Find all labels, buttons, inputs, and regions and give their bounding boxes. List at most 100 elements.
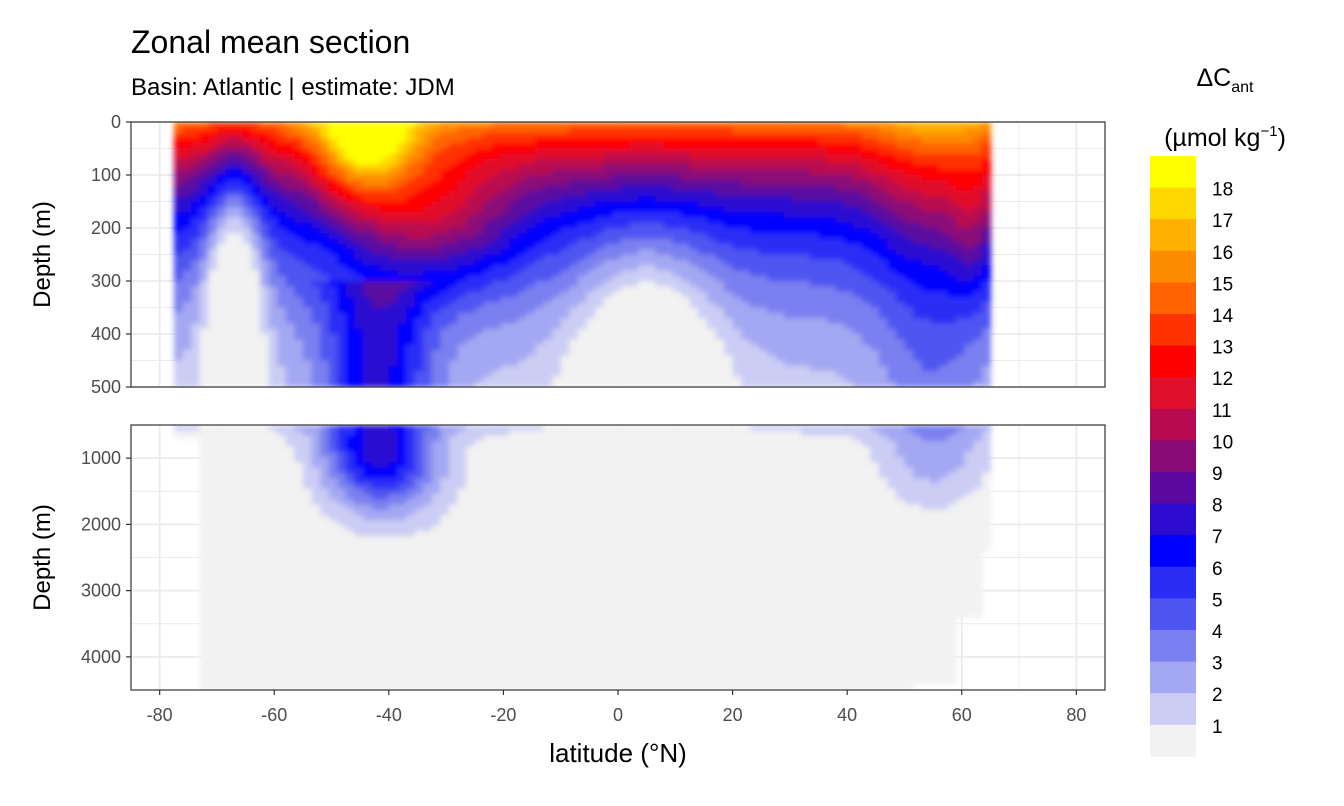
field-cell (543, 254, 553, 261)
field-cell (913, 233, 923, 240)
field-cell (870, 286, 880, 293)
field-cell (964, 265, 974, 271)
field-cell (681, 286, 691, 293)
field-cell (474, 222, 484, 229)
field-cell (620, 254, 631, 261)
field-cell (586, 212, 596, 218)
field-cell (517, 360, 527, 367)
field-cell (466, 137, 476, 144)
field-cell (431, 339, 441, 346)
field-cell (758, 222, 768, 229)
field-cell (741, 318, 751, 324)
field-cell (259, 180, 270, 187)
field-cell (328, 265, 338, 271)
field-cell (852, 307, 863, 314)
field-cell (956, 137, 966, 144)
field-cell (423, 259, 433, 266)
field-cell (182, 296, 192, 303)
field-cell (870, 164, 880, 171)
field-cell (723, 243, 734, 250)
field-cell (749, 212, 759, 218)
field-cell (448, 201, 459, 208)
field-cell (423, 137, 433, 144)
field-cell (681, 291, 691, 298)
field-cell (208, 456, 218, 463)
field-cell (388, 212, 399, 218)
field-cell (560, 318, 570, 324)
field-cell (913, 318, 923, 324)
field-cell (741, 355, 751, 362)
field-cell (225, 376, 235, 383)
field-cell (406, 217, 416, 224)
field-cell (285, 307, 295, 314)
field-cell (930, 265, 940, 271)
field-cell (423, 254, 433, 261)
field-cell (801, 286, 811, 293)
field-cell (191, 307, 201, 314)
field-cell (345, 381, 356, 387)
field-cell (801, 243, 811, 250)
field-cell (921, 228, 931, 234)
field-cell (981, 249, 992, 256)
field-cell (294, 190, 304, 197)
field-cell (809, 381, 820, 387)
field-cell (861, 281, 871, 287)
field-cell (706, 318, 716, 324)
field-cell (199, 488, 209, 495)
field-cell (268, 159, 278, 165)
field-cell (225, 212, 235, 218)
field-cell (981, 291, 992, 298)
field-cell (483, 185, 493, 192)
field-cell (457, 249, 467, 256)
field-cell (199, 637, 209, 643)
field-cell (371, 344, 381, 351)
field-cell (646, 233, 656, 240)
field-cell (199, 509, 209, 516)
field-cell (225, 430, 235, 437)
field-cell (337, 291, 347, 298)
field-cell (870, 254, 880, 261)
field-cell (543, 228, 553, 234)
field-cell (956, 228, 966, 234)
field-cell (904, 381, 914, 387)
field-cell (242, 381, 252, 387)
field-cell (681, 190, 691, 197)
field-cell (251, 127, 261, 134)
field-cell (216, 217, 227, 224)
field-cell (981, 349, 992, 356)
field-cell (809, 334, 820, 340)
field-cell (732, 312, 742, 319)
field-cell (509, 196, 519, 203)
field-cell (457, 132, 467, 139)
field-cell (483, 381, 493, 387)
field-cell (423, 190, 433, 197)
field-cell (844, 265, 854, 271)
field-cell (844, 339, 854, 346)
field-cell (818, 307, 828, 314)
field-cell (371, 233, 381, 240)
field-cell (913, 148, 923, 155)
field-cell (784, 164, 794, 171)
field-cell (543, 212, 553, 218)
field-cell (629, 137, 639, 144)
field-cell (294, 222, 304, 229)
field-cell (294, 376, 304, 383)
field-cell (173, 307, 184, 314)
field-cell (328, 143, 338, 150)
field-cell (199, 270, 209, 277)
field-cell (448, 127, 459, 134)
field-cell (483, 365, 493, 372)
field-cell (663, 175, 674, 181)
field-cell (173, 222, 184, 229)
field-cell (913, 254, 923, 261)
field-cell (870, 339, 880, 346)
field-cell (792, 365, 802, 372)
field-cell (509, 206, 519, 213)
field-cell (698, 360, 708, 367)
field-cell (552, 164, 562, 171)
field-cell (560, 212, 570, 218)
field-cell (388, 159, 399, 165)
field-cell (921, 259, 931, 266)
field-cell (947, 312, 957, 319)
field-cell (371, 371, 381, 377)
